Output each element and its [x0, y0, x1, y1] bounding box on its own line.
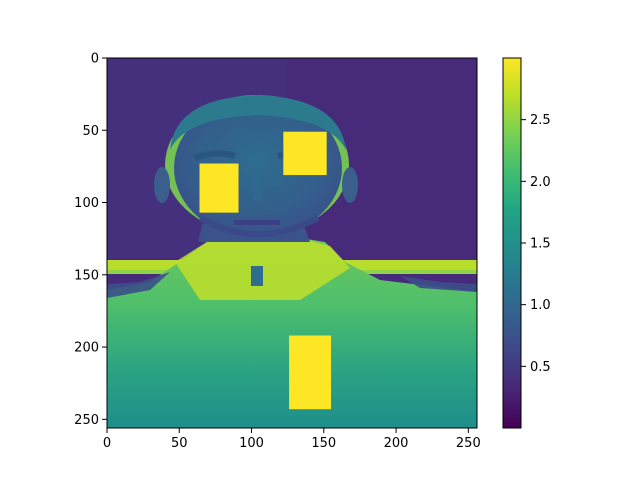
- colorbar-tick-label: 1.5: [530, 237, 551, 252]
- x-axis: 0 50 100 150 200 250: [103, 428, 481, 451]
- colorbar-tick-label: 1.0: [530, 298, 551, 313]
- x-tick-label: 250: [456, 436, 481, 451]
- y-tick-label: 250: [74, 413, 99, 428]
- image-frame: [106, 57, 478, 429]
- colorbar-axis: 0.5 1.0 1.5 2.0 2.5: [521, 113, 551, 375]
- y-tick-label: 150: [74, 268, 99, 283]
- x-tick-label: 100: [239, 436, 264, 451]
- y-tick-label: 50: [82, 124, 99, 139]
- x-tick-label: 50: [171, 436, 188, 451]
- x-tick-label: 150: [311, 436, 336, 451]
- y-tick-label: 0: [91, 52, 99, 67]
- y-tick-label: 100: [74, 196, 99, 211]
- x-tick-label: 200: [384, 436, 409, 451]
- colorbar-tick-label: 0.5: [530, 360, 551, 375]
- colorbar-tick-label: 2.0: [530, 175, 551, 190]
- colorbar-gradient: [503, 58, 521, 428]
- occlusion-patch-left-eye: [199, 163, 239, 213]
- image-panel: [107, 58, 477, 428]
- colorbar: 0.5 1.0 1.5 2.0 2.5: [502, 57, 551, 429]
- occlusion-patch-chest: [289, 335, 332, 410]
- y-tick-label: 200: [74, 341, 99, 356]
- x-tick-label: 0: [103, 436, 111, 451]
- colorbar-tick-label: 2.5: [530, 113, 551, 128]
- occlusion-patch-right-eye: [283, 131, 327, 176]
- y-axis: 0 50 100 150 200 250: [74, 52, 107, 428]
